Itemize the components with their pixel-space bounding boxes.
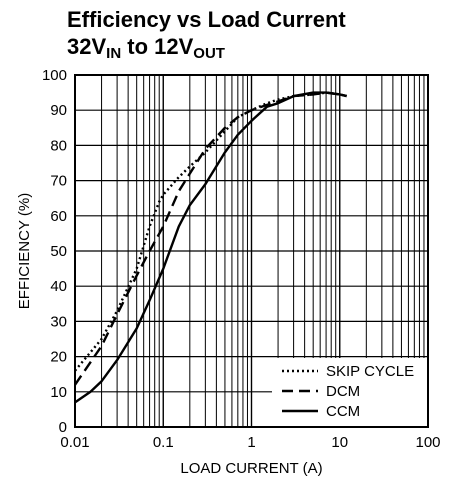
legend-background xyxy=(272,358,428,427)
y-tick-label: 80 xyxy=(50,137,67,154)
y-tick-label: 50 xyxy=(50,243,67,260)
x-tick-label: 1 xyxy=(247,434,255,451)
title-vin-sub: IN xyxy=(106,45,122,62)
series-line-dashed xyxy=(74,91,347,386)
x-tick-label: 0.1 xyxy=(153,434,174,451)
y-tick-label: 40 xyxy=(50,278,67,295)
title-vin: 32V xyxy=(67,34,107,59)
y-tick-label: 10 xyxy=(50,384,67,401)
series-line-dotted xyxy=(74,91,347,372)
y-tick-label: 60 xyxy=(50,208,67,225)
y-axis-label: EFFICIENCY (%) xyxy=(16,193,33,309)
grid xyxy=(75,75,428,427)
y-tick-label: 100 xyxy=(42,67,67,84)
y-tick-label: 30 xyxy=(50,313,67,330)
x-tick-label: 10 xyxy=(331,434,348,451)
legend: SKIP CYCLE DCM CCM xyxy=(282,363,414,420)
y-tick-label: 90 xyxy=(50,102,67,119)
legend-label: DCM xyxy=(326,383,360,400)
legend-label: SKIP CYCLE xyxy=(326,363,414,380)
title-vout: to 12V xyxy=(121,34,194,59)
y-tick-label: 20 xyxy=(50,349,67,366)
chart-title-line-1: Efficiency vs Load Current xyxy=(67,7,346,32)
legend-label: CCM xyxy=(326,403,360,420)
y-tick-label: 70 xyxy=(50,173,67,190)
tick-labels: 0 10 20 30 40 50 60 70 80 90 100 0.01 0.1 1 10 100 xyxy=(42,67,441,451)
x-tick-label: 0.01 xyxy=(60,434,89,451)
chart-title: Efficiency vs Load Current 32VIN to 12VO… xyxy=(67,6,346,62)
y-tick-label: 0 xyxy=(59,419,67,436)
title-vout-sub: OUT xyxy=(193,45,225,62)
series-line-solid xyxy=(74,91,347,404)
x-axis-label: LOAD CURRENT (A) xyxy=(180,460,322,477)
plot-frame xyxy=(74,74,429,428)
x-tick-label: 100 xyxy=(415,434,440,451)
series-lines xyxy=(74,91,347,404)
chart-title-line-2: 32VIN to 12VOUT xyxy=(67,33,346,62)
